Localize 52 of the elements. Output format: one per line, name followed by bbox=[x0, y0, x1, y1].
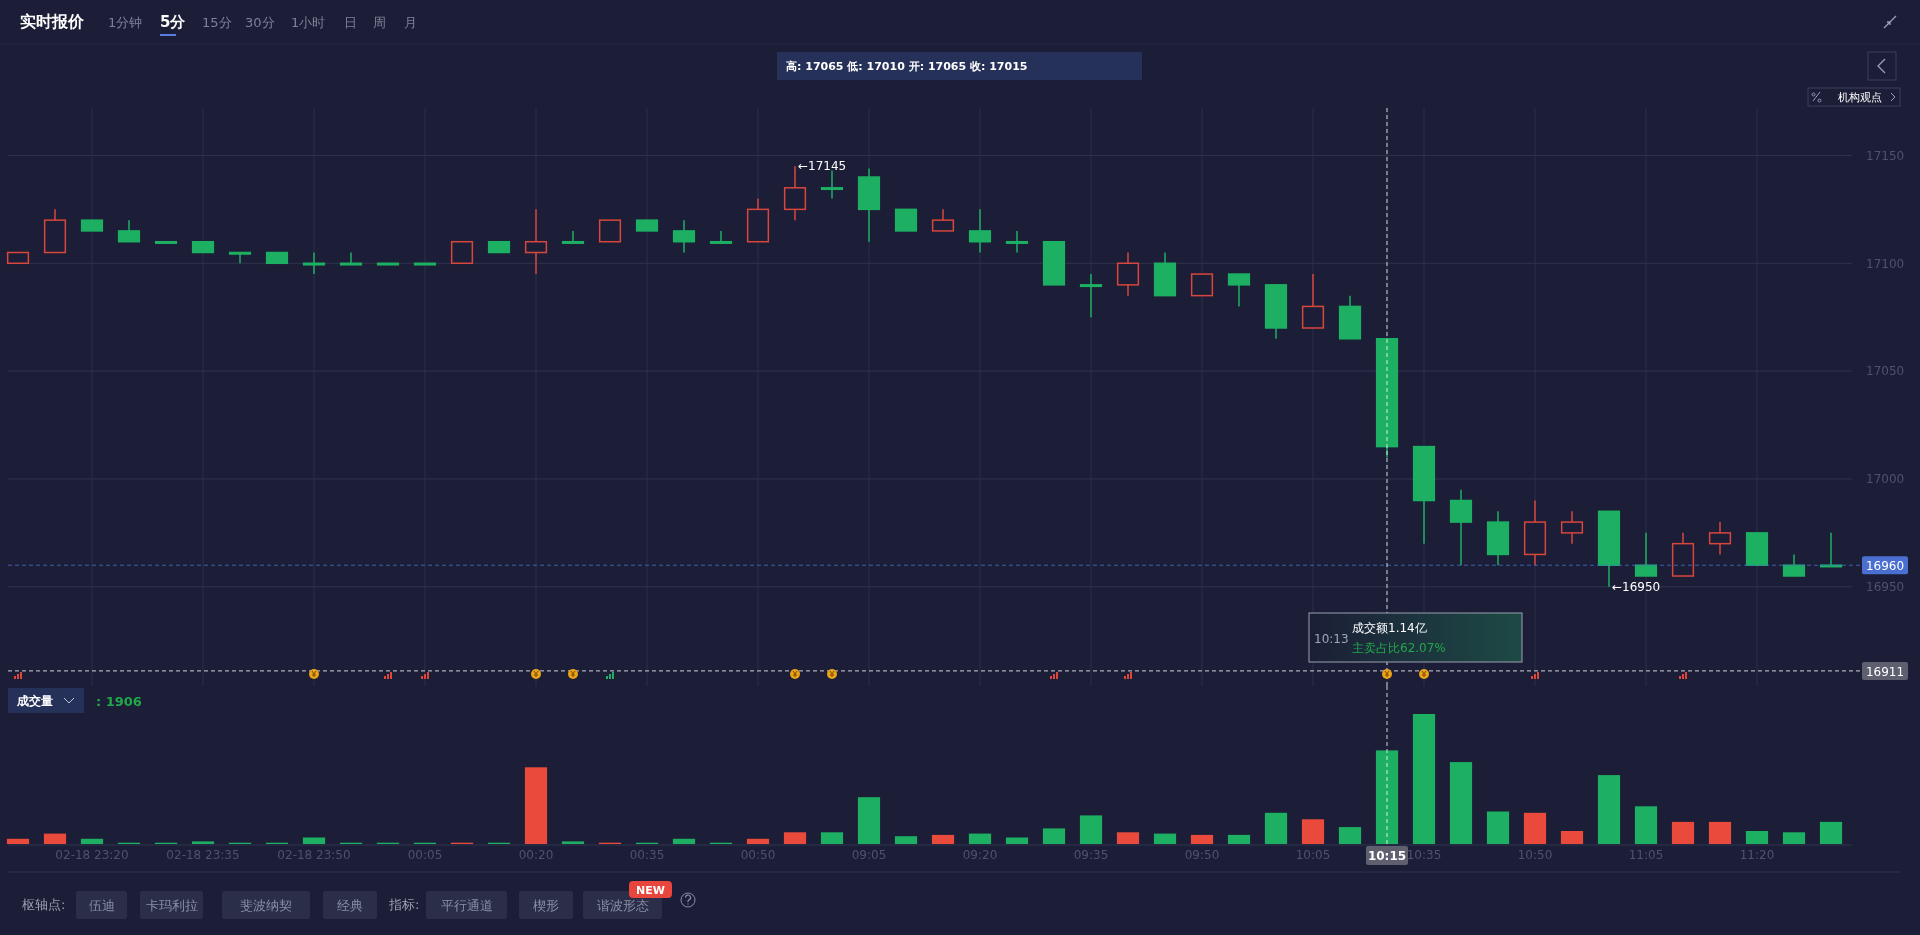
annotation: ←16950 bbox=[1612, 579, 1661, 594]
x-tick-label: 09:50 bbox=[1184, 848, 1220, 862]
text: 成交量 bbox=[16, 694, 53, 708]
text: 楔形 bbox=[533, 898, 559, 913]
annotation: 10:13 bbox=[1314, 632, 1349, 646]
text: NEW bbox=[636, 884, 665, 897]
x-tick-label: 09:05 bbox=[851, 848, 887, 862]
text: 伍迪 bbox=[88, 898, 115, 913]
y-tick-label: 17150 bbox=[1866, 148, 1905, 163]
ref-line-label: 16960 bbox=[1865, 559, 1905, 574]
y-tick-label: 17100 bbox=[1866, 256, 1905, 271]
x-tick-label: 02-18 23:20 bbox=[55, 848, 129, 862]
text: 指标: bbox=[388, 897, 420, 912]
text: 月 bbox=[404, 15, 417, 30]
text: 卡玛利拉 bbox=[145, 898, 198, 913]
text: 1小时 bbox=[291, 15, 326, 30]
x-tick-label: 11:20 bbox=[1739, 848, 1775, 862]
x-tick-label: 00:50 bbox=[740, 848, 776, 862]
text: 机构观点 bbox=[1838, 91, 1882, 104]
annotation: 主卖占比62.07% bbox=[1352, 641, 1446, 655]
annotation: ←17145 bbox=[798, 159, 847, 174]
text: 经典 bbox=[337, 898, 363, 913]
x-tick-label: 00:35 bbox=[629, 848, 665, 862]
x-tick-label: 10:50 bbox=[1517, 848, 1553, 862]
y-tick-label: 17000 bbox=[1866, 472, 1905, 487]
annotation: 成交额1.14亿 bbox=[1352, 621, 1427, 635]
text: 15分 bbox=[202, 15, 232, 30]
ref-line-label: 16911 bbox=[1865, 664, 1905, 679]
x-tick-label: 09:20 bbox=[962, 848, 998, 862]
x-tick-label: 00:05 bbox=[407, 848, 443, 862]
text: 谐波形态 bbox=[596, 898, 649, 913]
x-tick-label: 09:35 bbox=[1073, 848, 1109, 862]
y-tick-label: 16950 bbox=[1866, 580, 1905, 595]
y-tick-label: 17050 bbox=[1866, 364, 1905, 379]
x-tick-label: 02-18 23:50 bbox=[277, 848, 351, 862]
x-tick-label: 00:20 bbox=[518, 848, 554, 862]
text: 日 bbox=[344, 15, 357, 30]
x-tick-label: 02-18 23:35 bbox=[166, 848, 240, 862]
text: : 1906 bbox=[96, 694, 142, 709]
text: 1分钟 bbox=[108, 15, 143, 30]
x-tick-label: 10:35 bbox=[1406, 848, 1442, 862]
text: 枢轴点: bbox=[22, 897, 66, 912]
chart-title: 实时报价 bbox=[20, 12, 85, 31]
chart-subtitle: 高: 17065 低: 17010 开: 17065 收: 17015 bbox=[786, 60, 1028, 73]
text: 5分 bbox=[160, 13, 187, 31]
x-tick-label: 10:15 bbox=[1367, 849, 1407, 863]
text: 周 bbox=[373, 15, 386, 30]
x-tick-label: 11:05 bbox=[1628, 848, 1664, 862]
x-tick-label: 10:05 bbox=[1295, 848, 1331, 862]
text: 斐波纳契 bbox=[240, 898, 292, 913]
text: 平行通道 bbox=[440, 898, 493, 913]
text: 30分 bbox=[245, 15, 275, 30]
